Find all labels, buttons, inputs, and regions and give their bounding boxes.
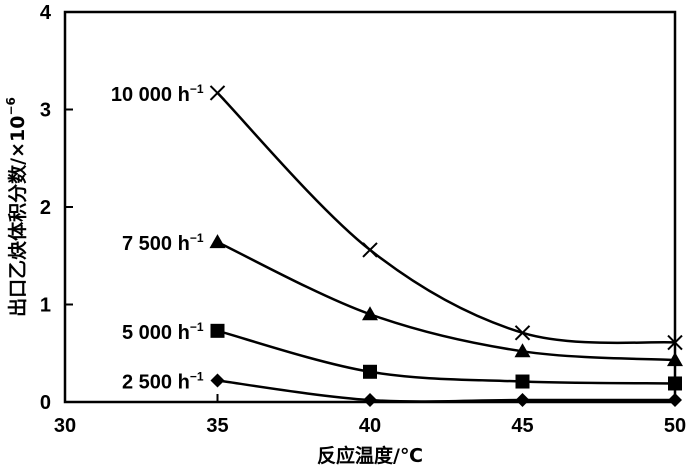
series-line — [217, 329, 676, 385]
data-point — [668, 376, 682, 391]
data-point — [363, 393, 377, 408]
x-axis-title: 反应温度/℃ — [317, 444, 423, 467]
data-point — [362, 306, 378, 321]
data-point — [210, 373, 225, 388]
x-tick-label: 40 — [359, 415, 381, 437]
series-label-name: 5 000 h — [122, 322, 190, 344]
x-tick-label: 45 — [511, 415, 533, 437]
data-point — [514, 343, 531, 358]
series-label-name: 2 500 h — [122, 372, 190, 394]
series-label-name: 7 500 h — [122, 233, 190, 255]
y-tick-label: 3 — [40, 100, 51, 122]
series-label: 7 500 h−1 — [122, 231, 204, 255]
series-label-exponent: −1 — [190, 82, 204, 96]
y-tick-label: 2 — [40, 197, 51, 219]
data-point — [515, 374, 530, 389]
series-label: 2 500 h−1 — [122, 370, 204, 394]
y-axis-title: 出口乙炔体积分数/×10−6 — [4, 97, 29, 317]
data-point — [668, 393, 682, 408]
series-line — [216, 92, 676, 345]
data-point — [515, 393, 530, 408]
series-labels: 10 000 h−17 500 h−15 000 h−12 500 h−1 — [111, 82, 204, 394]
y-tick-label: 1 — [40, 295, 51, 317]
x-tick-label: 30 — [54, 415, 76, 437]
data-point — [363, 364, 377, 379]
y-tick-label: 0 — [40, 392, 51, 414]
series-label: 10 000 h−1 — [111, 82, 204, 106]
data-point — [210, 323, 225, 338]
data-point — [667, 352, 683, 367]
data-point — [209, 85, 226, 101]
data-point — [667, 334, 683, 351]
series-line — [217, 379, 675, 403]
series-label: 5 000 h−1 — [122, 320, 204, 344]
y-axis-title-group: 出口乙炔体积分数/×10−6 — [4, 97, 29, 317]
series-markers — [209, 85, 683, 408]
series-lines — [216, 92, 676, 403]
series-label-exponent: −1 — [190, 320, 204, 334]
y-axis-title-exponent: −6 — [4, 97, 18, 115]
data-point — [514, 325, 531, 341]
series-label-name: 10 000 h — [111, 84, 190, 106]
series-line — [216, 240, 676, 362]
series-label-exponent: −1 — [190, 231, 204, 245]
data-point — [209, 234, 226, 249]
x-tick-label: 50 — [664, 415, 686, 437]
y-tick-label: 4 — [40, 2, 52, 24]
y-axis-title-text: 出口乙炔体积分数/×10 — [6, 116, 29, 317]
series-label-exponent: −1 — [190, 370, 204, 384]
x-tick-label: 35 — [206, 415, 228, 437]
data-point — [362, 242, 378, 258]
